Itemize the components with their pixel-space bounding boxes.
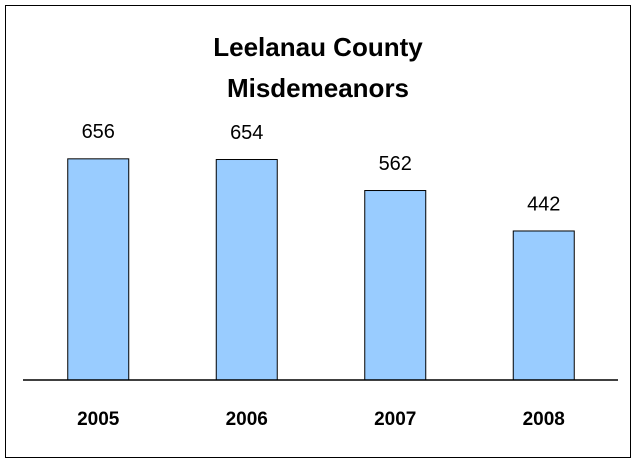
bar (67, 158, 130, 381)
chart-title: Leelanau County (213, 32, 423, 62)
bar (215, 159, 278, 381)
data-label: 654 (230, 122, 263, 144)
x-tick-label: 2006 (226, 409, 268, 430)
x-tick-label: 2008 (523, 409, 565, 430)
data-label: 562 (379, 153, 412, 175)
data-label: 442 (527, 193, 560, 215)
bar (512, 230, 575, 381)
x-tick-label: 2005 (77, 409, 120, 430)
x-tick-label: 2007 (374, 409, 416, 430)
bar (364, 190, 427, 381)
chart-title: Misdemeanors (227, 73, 409, 103)
data-label: 656 (82, 121, 115, 143)
